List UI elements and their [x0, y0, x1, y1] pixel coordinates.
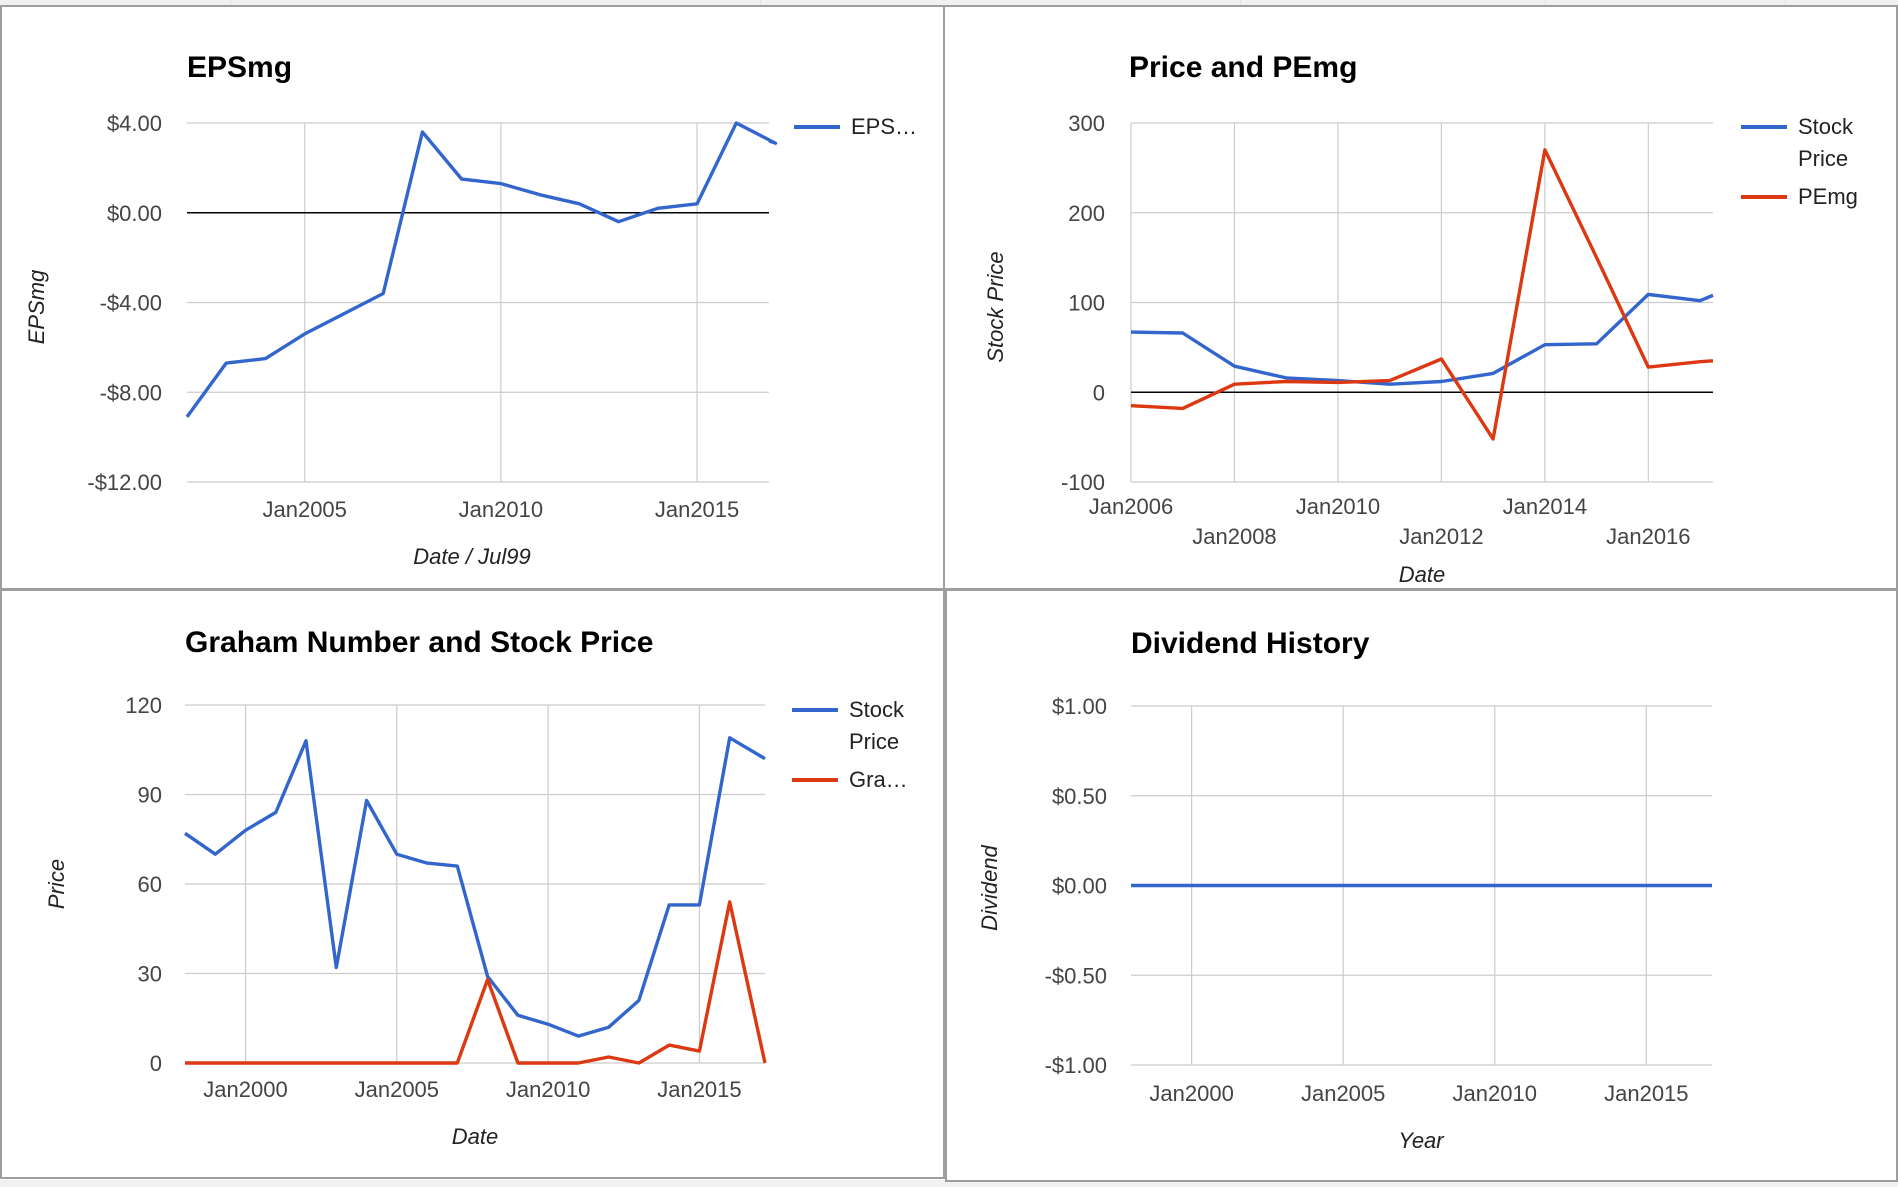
x-tick-label: Jan2010: [1453, 1081, 1537, 1106]
x-tick-label: Jan2010: [1296, 494, 1380, 519]
dividend-chart: Dividend History $1.00 $0.50 $0.00 -$0.50 -$1…: [977, 627, 1712, 1153]
legend-label-1: EPS…: [851, 114, 917, 139]
y-tick-label: 100: [1068, 291, 1105, 316]
x-tick-label: Jan2006: [1089, 494, 1173, 519]
x-tick-label: Jan2014: [1503, 494, 1587, 519]
graham-chart-panel: Graham Number and Stock Price 120 90 60 30 0 J…: [0, 589, 945, 1179]
series-line-2: [1130, 148, 1714, 441]
legend-label-2: Gra…: [849, 767, 908, 792]
y-tick-label: $0.50: [1052, 784, 1107, 809]
y-tick-label: 300: [1068, 111, 1105, 136]
x-axis-label: Year: [1398, 1128, 1445, 1153]
x-tick-label: Jan2012: [1399, 524, 1483, 549]
chart-title: Price and PEmg: [1129, 51, 1357, 84]
y-tick-label: -$0.50: [1045, 963, 1107, 988]
chart-title: Dividend History: [1131, 627, 1370, 660]
y-tick-label: 120: [125, 693, 162, 718]
eps-chart-panel: EPSmg $4.00 $0.00 -$4.00 -$8.00 -$12.00 Jan200…: [0, 5, 945, 590]
y-tick-label: -100: [1061, 470, 1105, 495]
eps-chart: EPSmg $4.00 $0.00 -$4.00 -$8.00 -$12.00 Jan200…: [24, 51, 917, 569]
chart-title: Graham Number and Stock Price: [185, 626, 654, 659]
legend-label-2: PEmg: [1798, 184, 1858, 209]
y-tick-label: 200: [1068, 201, 1105, 226]
y-tick-label: $4.00: [107, 111, 162, 136]
y-tick-label: 60: [138, 872, 162, 897]
y-axis-label: Price: [44, 859, 69, 909]
x-axis-label: Date: [1399, 562, 1445, 587]
x-tick-label: Jan2016: [1606, 524, 1690, 549]
y-tick-label: 30: [138, 962, 162, 987]
y-tick-label: -$8.00: [100, 380, 162, 405]
y-axis-label: EPSmg: [24, 269, 49, 344]
x-tick-label: Jan2010: [459, 497, 543, 522]
series-line-2: [185, 900, 767, 1065]
y-tick-label: 0: [1093, 380, 1105, 405]
y-tick-label: 0: [150, 1051, 162, 1076]
x-tick-label: Jan2015: [655, 497, 739, 522]
x-tick-label: Jan2015: [657, 1077, 741, 1102]
series-line-1: [184, 736, 766, 1038]
legend-label-1: Stock Price: [849, 697, 905, 754]
dividend-chart-panel: Dividend History $1.00 $0.50 $0.00 -$0.50 -$1…: [945, 589, 1898, 1182]
x-tick-label: Jan2005: [1301, 1081, 1385, 1106]
x-tick-label: Jan2008: [1192, 524, 1276, 549]
x-tick-label: Jan2010: [506, 1077, 590, 1102]
y-tick-label: -$1.00: [1045, 1053, 1107, 1078]
y-axis-label: Stock Price: [983, 251, 1008, 362]
y-tick-label: -$12.00: [87, 470, 162, 495]
x-tick-label: Jan2015: [1604, 1081, 1688, 1106]
x-axis-label: Date / Jul99: [413, 544, 530, 569]
chart-title: EPSmg: [187, 51, 292, 84]
y-axis-label: Dividend: [977, 844, 1002, 930]
x-axis-label: Date: [452, 1124, 498, 1149]
y-tick-label: $0.00: [107, 201, 162, 226]
price-pe-chart-panel: Price and PEmg 300 200 100 0 -100 Jan2006 Jan20…: [943, 5, 1898, 590]
y-tick-label: 90: [138, 783, 162, 808]
series-line-1: [1130, 292, 1714, 386]
y-tick-label: $0.00: [1052, 874, 1107, 899]
y-tick-label: -$4.00: [100, 291, 162, 316]
x-tick-label: Jan2000: [203, 1077, 287, 1102]
x-tick-label: Jan2005: [355, 1077, 439, 1102]
series-line-1: [185, 121, 778, 418]
x-tick-label: Jan2005: [262, 497, 346, 522]
x-tick-label: Jan2000: [1149, 1081, 1233, 1106]
legend-label-1: Stock Price: [1798, 114, 1854, 171]
graham-chart: Graham Number and Stock Price 120 90 60 30 0 J…: [44, 626, 908, 1149]
y-tick-label: $1.00: [1052, 694, 1107, 719]
